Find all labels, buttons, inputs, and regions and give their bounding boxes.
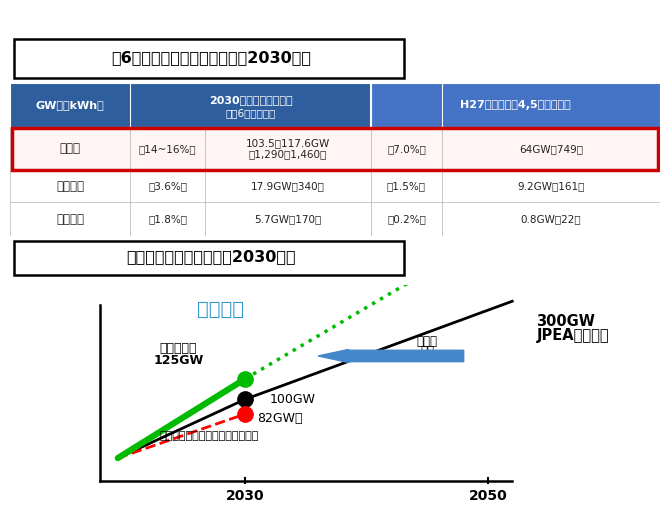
Bar xyxy=(10,171,130,203)
Text: 82GW？: 82GW？ xyxy=(257,412,303,425)
Text: 100GW: 100GW xyxy=(269,393,316,406)
Text: （7.0%）: （7.0%） xyxy=(387,144,426,154)
Text: 前倒し: 前倒し xyxy=(417,335,438,348)
Text: （0.2%）: （0.2%） xyxy=(387,214,426,224)
FancyBboxPatch shape xyxy=(14,241,404,275)
Text: 陸上風力: 陸上風力 xyxy=(56,180,84,193)
Text: 17.9GW（340）: 17.9GW（340） xyxy=(251,182,325,192)
Text: 2050: 2050 xyxy=(468,489,507,503)
Text: JPEAビジョン: JPEAビジョン xyxy=(537,328,609,343)
Text: 103.5～117.6GW
（1,290～1,460）: 103.5～117.6GW （1,290～1,460） xyxy=(246,138,330,160)
Bar xyxy=(205,127,371,171)
Text: （1.8%）: （1.8%） xyxy=(148,214,187,224)
Text: GW（億kWh）: GW（億kWh） xyxy=(36,100,105,110)
FancyArrow shape xyxy=(318,350,464,363)
Text: 125GW: 125GW xyxy=(153,354,204,367)
Text: 新規開発低迷トレンド継続ケース: 新規開発低迷トレンド継続ケース xyxy=(159,431,259,441)
Bar xyxy=(442,203,660,236)
Bar xyxy=(371,203,442,236)
Text: 9.2GW（161）: 9.2GW（161） xyxy=(517,182,585,192)
Text: 5.7GW（170）: 5.7GW（170） xyxy=(254,214,322,224)
Text: 太陽光の野心的目標値（2030年）: 太陽光の野心的目標値（2030年） xyxy=(126,250,296,264)
Text: 0.8GW（22）: 0.8GW（22） xyxy=(521,214,582,224)
Bar xyxy=(371,171,442,203)
Bar xyxy=(10,83,371,127)
Bar xyxy=(371,83,660,127)
Text: （14~16%）: （14~16%） xyxy=(139,144,196,154)
Text: 64GW（749）: 64GW（749） xyxy=(519,144,583,154)
Text: 野心的目標: 野心的目標 xyxy=(159,342,197,355)
FancyBboxPatch shape xyxy=(14,39,404,78)
Bar xyxy=(12,128,658,169)
Text: 第6次エネ基における目標値（2030年）: 第6次エネ基における目標値（2030年） xyxy=(111,50,311,65)
Bar xyxy=(10,127,130,171)
Text: H27策定時（第4,5次エネ基）: H27策定時（第4,5次エネ基） xyxy=(460,100,571,110)
Text: 達成: 達成 xyxy=(420,344,434,357)
Text: （1.5%）: （1.5%） xyxy=(387,182,426,192)
Text: 2030: 2030 xyxy=(226,489,265,503)
Text: （第6次エネ基）: （第6次エネ基） xyxy=(225,108,275,118)
Bar xyxy=(130,127,205,171)
Bar xyxy=(130,203,205,236)
Bar xyxy=(442,127,660,171)
Text: イメージ: イメージ xyxy=(198,300,245,319)
Text: 洋上風力: 洋上風力 xyxy=(56,212,84,225)
Bar xyxy=(371,127,442,171)
Text: （3.6%）: （3.6%） xyxy=(148,182,187,192)
Bar xyxy=(205,171,371,203)
Bar xyxy=(442,171,660,203)
Text: 2030年度の野心的水準: 2030年度の野心的水準 xyxy=(208,95,292,105)
Text: 300GW: 300GW xyxy=(537,314,596,329)
Bar xyxy=(10,203,130,236)
Text: 太陽光: 太陽光 xyxy=(60,142,80,155)
Bar xyxy=(130,171,205,203)
Bar xyxy=(205,203,371,236)
